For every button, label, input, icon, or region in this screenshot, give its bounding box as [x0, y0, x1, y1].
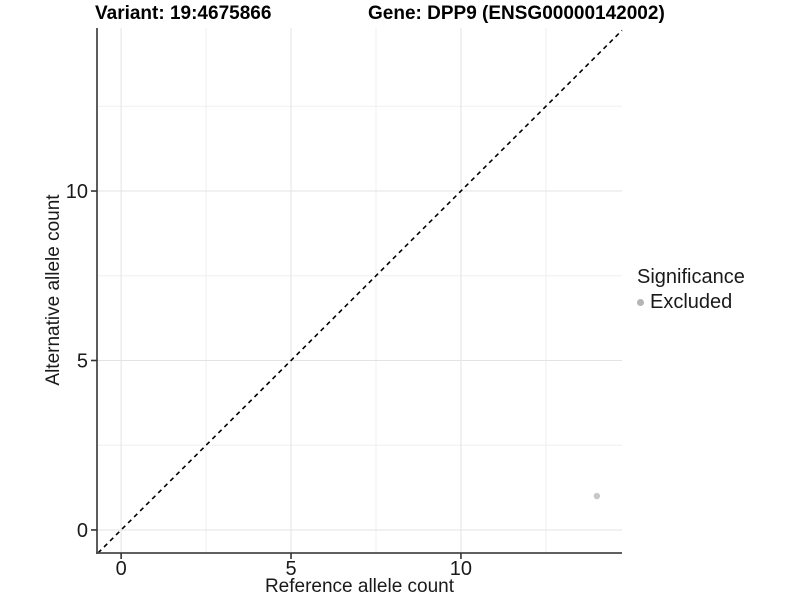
legend-entry-label: Excluded: [650, 291, 733, 313]
x-tick-label: 0: [116, 558, 127, 580]
identity-line: [97, 29, 623, 554]
legend-entry: Excluded: [637, 291, 745, 313]
legend-entries: Excluded: [637, 291, 745, 313]
variant-title: Variant: 19:4675866: [95, 3, 272, 24]
x-tick-label: 10: [450, 558, 472, 580]
y-tick-label: 5: [77, 350, 88, 372]
y-tick-label: 0: [77, 520, 88, 542]
y-axis-title: Alternative allele count: [43, 194, 64, 386]
legend-key-dot-icon: [637, 298, 644, 306]
y-tick-label: 10: [66, 181, 88, 203]
data-point: [593, 492, 601, 500]
legend: Significance Excluded: [637, 266, 745, 313]
legend-title: Significance: [637, 266, 745, 288]
x-axis-title: Reference allele count: [264, 576, 455, 597]
gene-title: Gene: DPP9 (ENSG00000142002): [368, 3, 665, 24]
x-tick-label: 5: [285, 558, 296, 580]
